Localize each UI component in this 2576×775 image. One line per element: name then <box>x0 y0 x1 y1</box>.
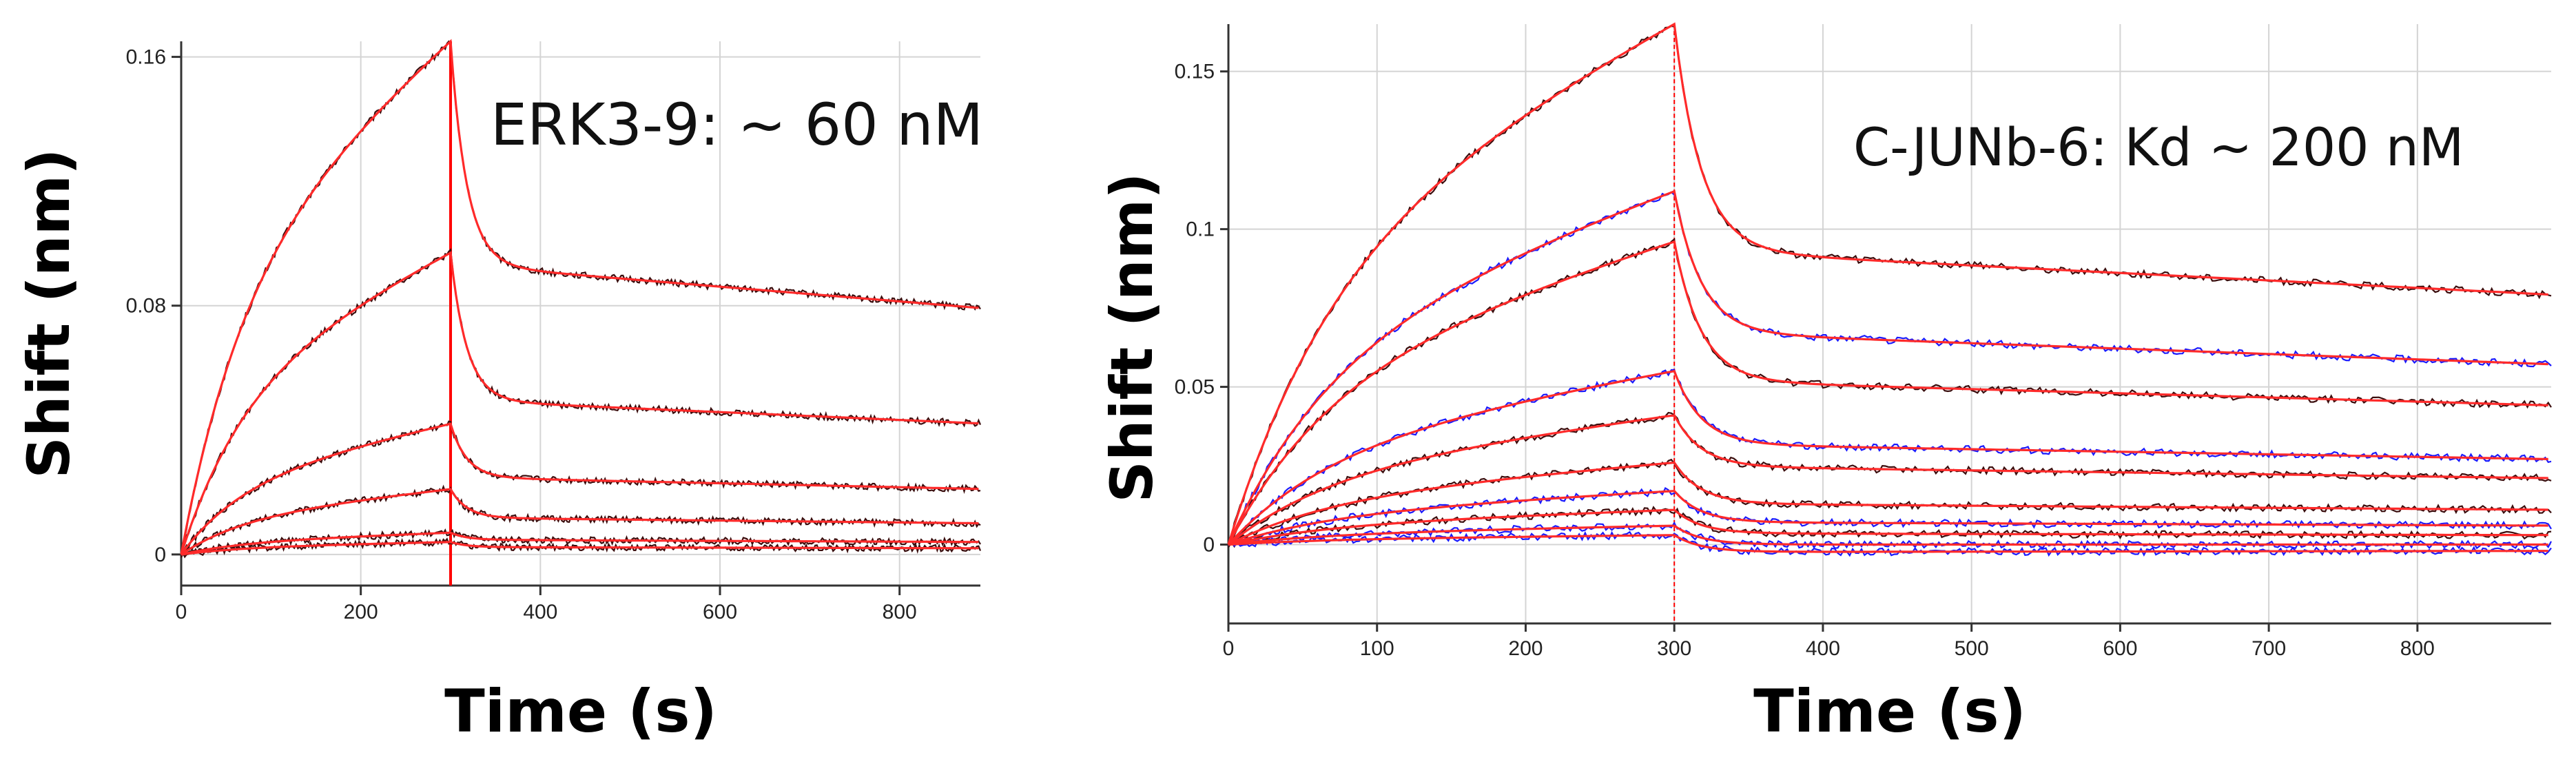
x-tick-label: 200 <box>344 601 378 623</box>
data-trace-6 <box>1228 458 2552 545</box>
fit-curve-6 <box>1228 461 2548 546</box>
annotation: ERK3-9: ~ 60 nM <box>491 91 983 158</box>
fit-curve-3 <box>1227 240 2548 546</box>
x-axis-title: Time (s) <box>444 677 717 746</box>
fit-curve-4 <box>181 488 979 556</box>
x-tick-label: 0 <box>1223 637 1235 660</box>
x-tick-label: 400 <box>1806 637 1840 660</box>
x-tick-label: 500 <box>1955 637 1989 660</box>
fit-curve-9 <box>1228 524 2548 546</box>
y-tick-label: 0.16 <box>126 46 166 69</box>
fit-curve-5 <box>181 531 979 556</box>
x-tick-label: 600 <box>2103 637 2137 660</box>
x-tick-label: 100 <box>1360 637 1394 660</box>
fit-curve-1 <box>1227 22 2548 545</box>
y-ticks: 0 0.08 0.16 <box>126 46 181 566</box>
fit-curve-10 <box>1228 534 2548 553</box>
y-axis-title: Shift (nm) <box>15 148 83 478</box>
x-tick-label: 200 <box>1508 637 1543 660</box>
x-ticks: 0 200 400 600 800 <box>176 586 917 623</box>
annotation: C-JUNb-6: Kd ~ 200 nM <box>1853 116 2464 178</box>
y-tick-label: 0 <box>154 544 166 566</box>
x-tick-label: 700 <box>2252 637 2286 660</box>
y-axis-title: Shift (nm) <box>1098 172 1166 502</box>
y-tick-label: 0.15 <box>1175 61 1215 83</box>
x-axis-title: Time (s) <box>1753 677 2026 746</box>
chart-panel-cjunb: 0 100 200 300 400 500 600 700 800 0 0.05 0.1 0.15 C… <box>1098 22 2552 746</box>
fit-curves <box>180 39 979 556</box>
fit-curve-8 <box>1228 508 2548 546</box>
x-tick-label: 300 <box>1657 637 1691 660</box>
x-tick-label: 800 <box>883 601 917 623</box>
fit-curve-4 <box>1227 369 2548 546</box>
x-tick-label: 800 <box>2400 637 2435 660</box>
fit-curve-3 <box>180 422 979 555</box>
x-tick-label: 0 <box>176 601 187 623</box>
y-tick-label: 0.05 <box>1175 376 1215 399</box>
fit-curve-1 <box>180 39 979 555</box>
x-tick-label: 400 <box>523 601 557 623</box>
axes <box>180 41 980 587</box>
y-ticks: 0 0.05 0.1 0.15 <box>1175 61 1228 557</box>
fit-curve-5 <box>1228 414 2548 546</box>
fit-curve-2 <box>180 251 979 555</box>
chart-panel-erk3: 0 200 400 600 800 00.080.16 ERK3-9: ~ 60 nM … <box>15 39 983 746</box>
fit-curve-7 <box>1228 490 2548 546</box>
data-trace-3 <box>180 420 981 557</box>
plot-area <box>181 41 980 586</box>
x-tick-label: 600 <box>703 601 737 623</box>
y-tick-label: 0.08 <box>126 295 166 318</box>
fit-curves <box>1227 22 2548 553</box>
y-tick-label: 0.1 <box>1186 218 1215 241</box>
fit-curve-2 <box>1227 189 2548 546</box>
fit-curve-6 <box>181 541 979 556</box>
x-ticks: 0 100 200 300 400 500 600 700 800 <box>1223 623 2435 660</box>
y-tick-label: 0 <box>1203 534 1215 557</box>
